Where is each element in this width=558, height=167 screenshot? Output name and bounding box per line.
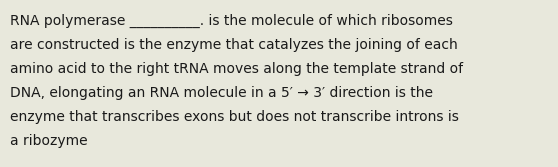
Text: amino acid to the right tRNA moves along the template strand of: amino acid to the right tRNA moves along… — [10, 62, 463, 76]
Text: DNA, elongating an RNA molecule in a 5′ → 3′ direction is the: DNA, elongating an RNA molecule in a 5′ … — [10, 86, 433, 100]
Text: are constructed is the enzyme that catalyzes the joining of each: are constructed is the enzyme that catal… — [10, 38, 458, 52]
Text: a ribozyme: a ribozyme — [10, 134, 88, 148]
Text: enzyme that transcribes exons but does not transcribe introns is: enzyme that transcribes exons but does n… — [10, 110, 459, 124]
Text: RNA polymerase __________. is the molecule of which ribosomes: RNA polymerase __________. is the molecu… — [10, 14, 453, 28]
